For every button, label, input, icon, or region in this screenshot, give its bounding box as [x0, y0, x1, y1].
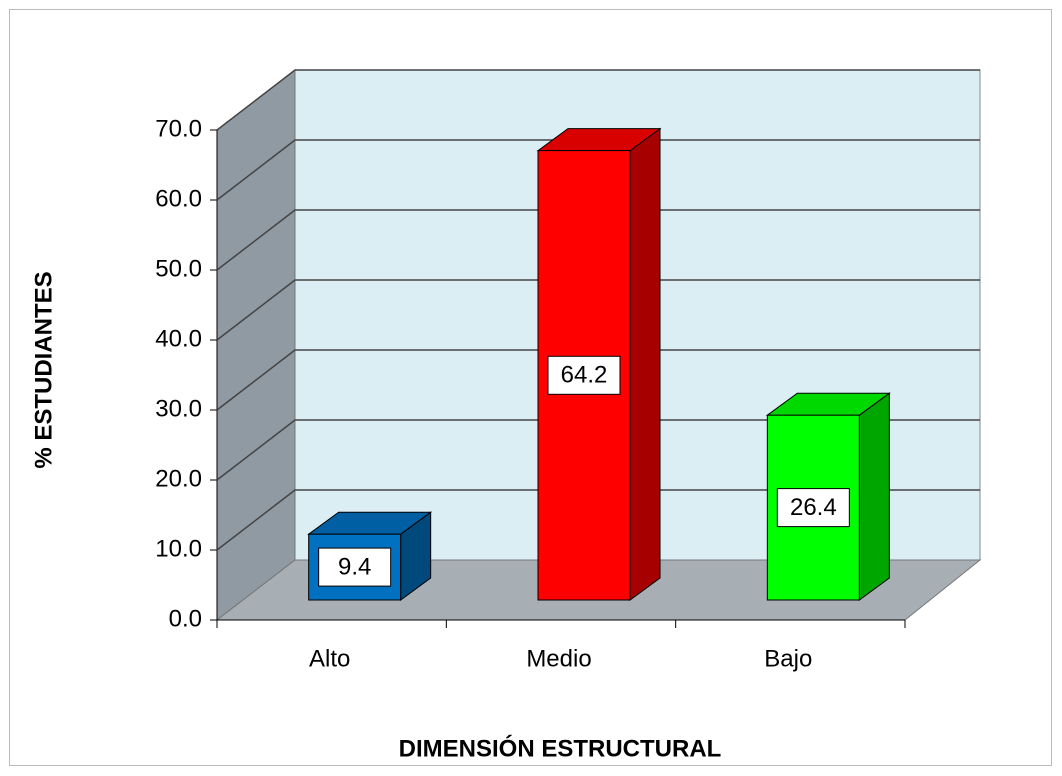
value-label: 9.4 [338, 553, 371, 580]
y-tick-label: 40.0 [155, 325, 202, 352]
grid-line [216, 349, 980, 411]
grid-line [216, 279, 980, 341]
bar-side-shade [400, 512, 431, 600]
value-label: 26.4 [790, 494, 837, 521]
y-tick-label: 10.0 [155, 535, 202, 562]
value-label: 64.2 [561, 362, 608, 389]
x-tick-label: Medio [526, 645, 591, 672]
y-tick-label: 0.0 [169, 605, 202, 632]
grid-line [216, 209, 980, 271]
grid-line [216, 139, 980, 201]
bar-top-shade [538, 128, 660, 151]
bar-top-shade [767, 393, 890, 416]
grid-line [216, 69, 980, 131]
x-axis-title: DIMENSIÓN ESTRUCTURAL [399, 734, 722, 762]
y-axis-title: % ESTUDIANTES [30, 271, 57, 468]
value-label-box [318, 547, 392, 587]
bar-side-shade [630, 128, 660, 600]
grid-line [216, 489, 980, 551]
y-tick-label: 20.0 [155, 465, 202, 492]
bar-top-shade [308, 512, 431, 535]
grid-line [216, 419, 980, 481]
value-label-box [547, 355, 621, 395]
y-tick-label: 70.0 [155, 115, 202, 142]
side-wall [216, 68, 296, 622]
x-tick-label: Bajo [764, 645, 812, 672]
bar-side-shade [859, 393, 890, 600]
value-label-box [776, 488, 850, 528]
y-tick-label: 50.0 [155, 255, 202, 282]
x-tick-label: Alto [309, 645, 350, 672]
y-tick-label: 60.0 [155, 185, 202, 212]
y-tick-label: 30.0 [155, 395, 202, 422]
